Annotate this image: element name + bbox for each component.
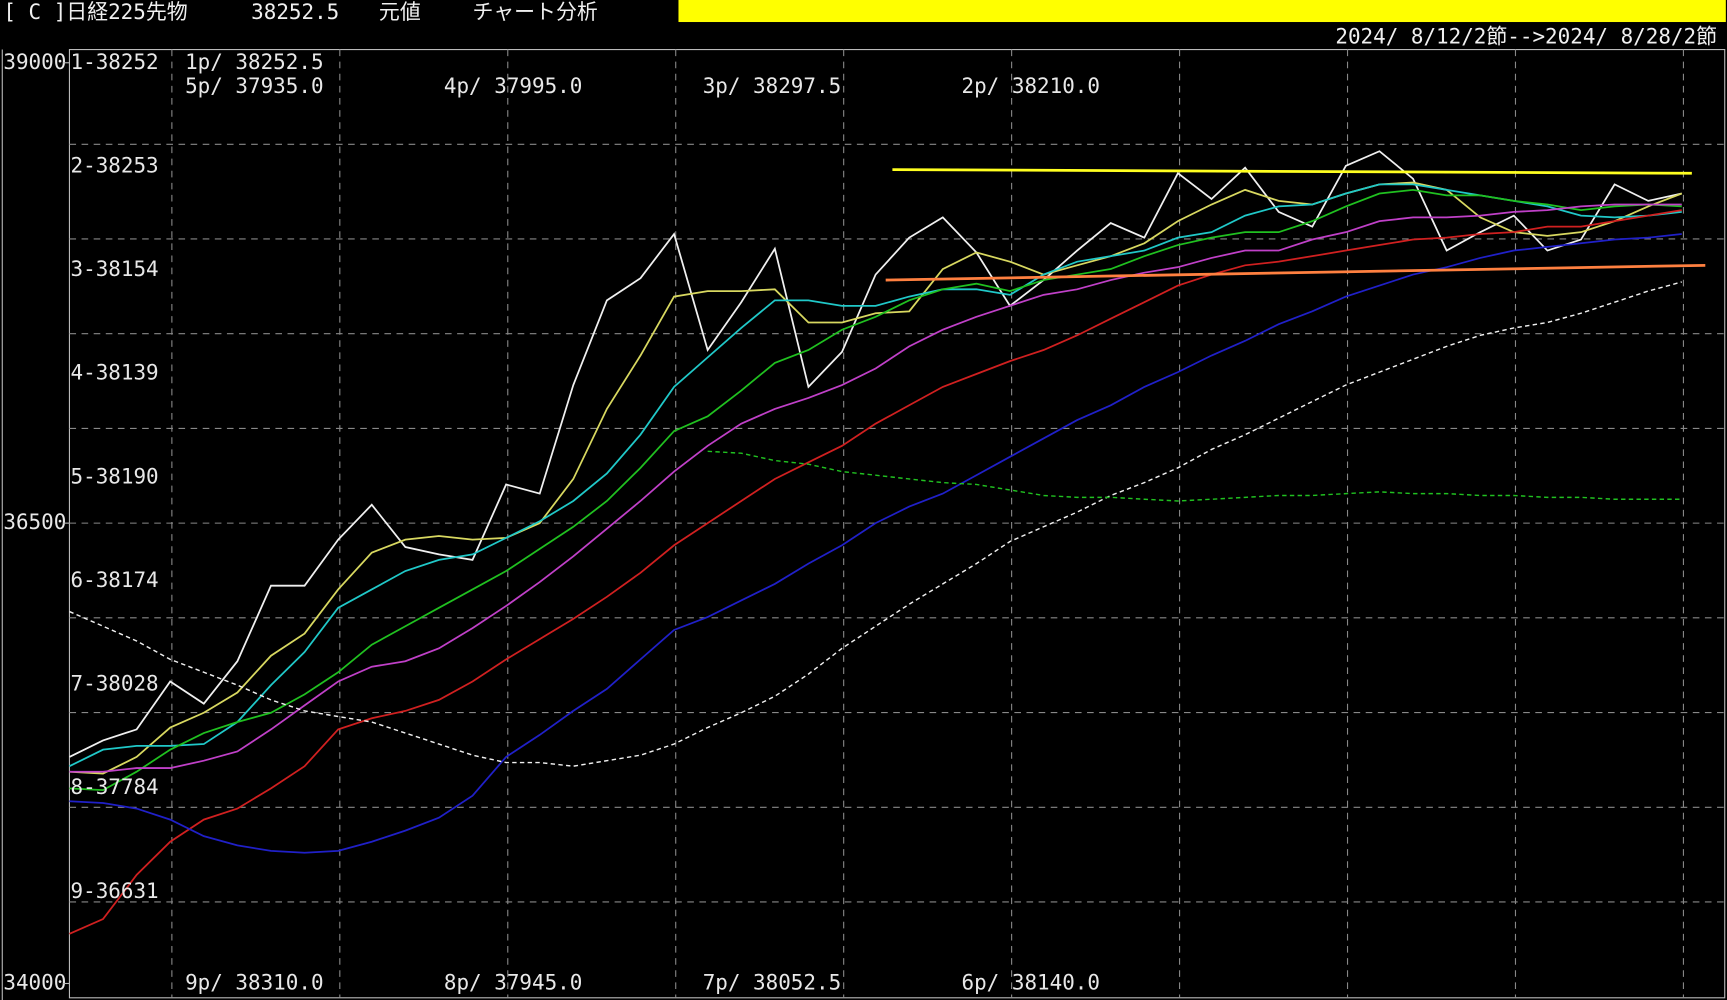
y-tick-label: 39000 [3,50,66,74]
series-line [69,209,1682,935]
symbol: [ C ]日経225先物 [3,0,187,24]
y-tick-label: 34000 [3,970,66,994]
period-label: 3p/ 38297.5 [703,74,841,98]
labels: 34000 36500 39000 1-38252 2-38253 3-38154 4-38… [3,50,1100,995]
period-label: 5p/ 37935.0 [185,74,323,98]
trend-line [892,168,1692,175]
series-line [69,233,1682,854]
period-label: 1p/ 38252.5 [185,50,323,74]
trend-line [885,263,1706,282]
period-label: 7p/ 38052.5 [703,970,841,994]
level-label: 7-38028 [71,672,159,696]
price: 38252.5 [251,0,339,24]
plot-area [69,150,1706,935]
level-label: 6-38174 [71,568,159,592]
series-line [69,183,1682,767]
period-label: 6p/ 38140.0 [962,970,1100,994]
series-line [707,450,1682,502]
header-bar [678,0,1726,23]
level-label: 9-36631 [71,879,159,903]
level-label: 8-37784 [71,775,159,799]
period-label: 8p/ 37945.0 [444,970,582,994]
series-line [69,188,1682,791]
mode[interactable]: 元値 [379,0,421,24]
date-range: 2024/ 8/12/2節-->2024/ 8/28/2節 [1335,24,1717,48]
series-line [69,203,1682,773]
series-line [69,150,1682,758]
grid-pattern [69,49,1725,998]
period-label: 4p/ 37995.0 [444,74,582,98]
series-line [69,181,1683,775]
period-label: 2p/ 38210.0 [962,74,1100,98]
level-label: 4-38139 [71,361,159,385]
level-label: 1-38252 [71,50,159,74]
y-tick-label: 36500 [3,510,66,534]
level-label: 2-38253 [71,153,159,177]
level-label: 3-38154 [71,257,159,281]
period-label: 9p/ 38310.0 [185,970,323,994]
menu[interactable]: チャート分析 [473,0,598,24]
level-label: 5-38190 [71,464,159,488]
